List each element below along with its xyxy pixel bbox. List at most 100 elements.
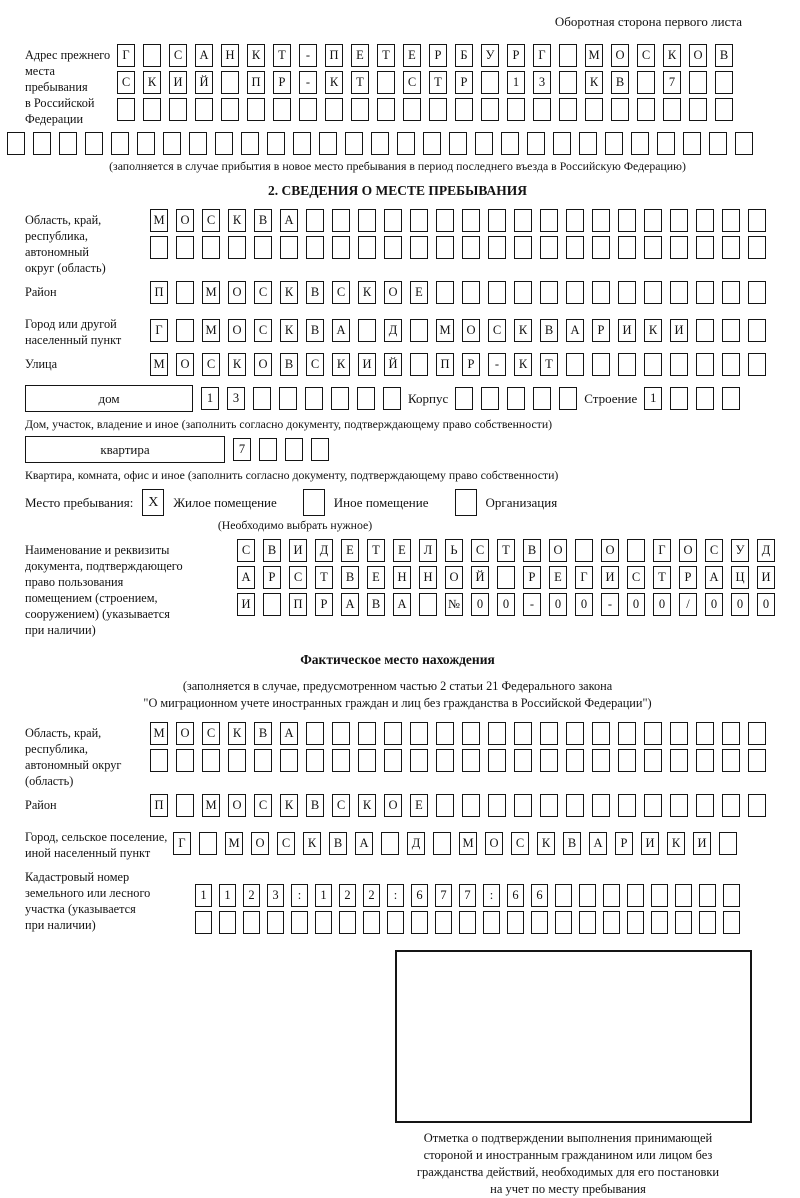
char-cell[interactable]: О — [228, 319, 246, 342]
char-cell[interactable] — [618, 749, 636, 772]
char-cell[interactable] — [748, 319, 766, 342]
house-type-box[interactable]: дом — [25, 385, 193, 412]
char-cell[interactable]: П — [289, 593, 307, 616]
char-cell[interactable] — [514, 281, 532, 304]
char-cell[interactable] — [531, 911, 548, 934]
char-cell[interactable]: Е — [403, 44, 421, 67]
char-cell[interactable]: 0 — [497, 593, 515, 616]
char-cell[interactable]: Е — [549, 566, 567, 589]
char-cell[interactable] — [553, 132, 571, 155]
char-cell[interactable]: М — [459, 832, 477, 855]
char-cell[interactable] — [675, 884, 692, 907]
char-cell[interactable]: А — [280, 209, 298, 232]
char-cell[interactable]: 7 — [663, 71, 681, 94]
char-cell[interactable] — [273, 98, 291, 121]
char-cell[interactable] — [475, 132, 493, 155]
char-cell[interactable]: 2 — [243, 884, 260, 907]
char-cell[interactable]: Е — [410, 794, 428, 817]
char-cell[interactable] — [483, 911, 500, 934]
char-cell[interactable]: К — [280, 794, 298, 817]
char-cell[interactable] — [202, 236, 220, 259]
char-cell[interactable] — [696, 387, 715, 410]
char-cell[interactable] — [195, 98, 213, 121]
char-cell[interactable]: № — [445, 593, 463, 616]
char-cell[interactable] — [33, 132, 51, 155]
char-cell[interactable]: Н — [419, 566, 437, 589]
char-cell[interactable] — [219, 911, 236, 934]
char-cell[interactable]: К — [644, 319, 662, 342]
char-cell[interactable] — [579, 132, 597, 155]
char-cell[interactable]: П — [436, 353, 454, 376]
char-cell[interactable]: В — [306, 794, 324, 817]
char-cell[interactable]: Д — [384, 319, 402, 342]
char-cell[interactable]: А — [566, 319, 584, 342]
char-cell[interactable]: 0 — [549, 593, 567, 616]
char-cell[interactable] — [699, 884, 716, 907]
char-cell[interactable]: 0 — [575, 593, 593, 616]
char-cell[interactable] — [228, 749, 246, 772]
char-cell[interactable]: Р — [263, 566, 281, 589]
char-cell[interactable]: 3 — [533, 71, 551, 94]
char-cell[interactable]: О — [679, 539, 697, 562]
char-cell[interactable]: 0 — [653, 593, 671, 616]
char-cell[interactable] — [254, 749, 272, 772]
char-cell[interactable] — [117, 98, 135, 121]
char-cell[interactable] — [384, 722, 402, 745]
char-cell[interactable] — [358, 749, 376, 772]
char-cell[interactable] — [722, 749, 740, 772]
char-cell[interactable] — [358, 319, 376, 342]
char-cell[interactable] — [488, 236, 506, 259]
char-cell[interactable] — [377, 98, 395, 121]
char-cell[interactable]: К — [228, 722, 246, 745]
checkbox-residential[interactable]: X — [142, 489, 165, 516]
char-cell[interactable]: 0 — [731, 593, 749, 616]
char-cell[interactable]: М — [150, 722, 168, 745]
char-cell[interactable] — [293, 132, 311, 155]
char-cell[interactable]: Т — [377, 44, 395, 67]
char-cell[interactable] — [579, 884, 596, 907]
char-cell[interactable] — [306, 236, 324, 259]
char-cell[interactable]: 7 — [459, 884, 476, 907]
char-cell[interactable]: С — [471, 539, 489, 562]
checkbox-organization[interactable] — [454, 489, 477, 516]
char-cell[interactable]: М — [436, 319, 454, 342]
char-cell[interactable] — [410, 319, 428, 342]
char-cell[interactable]: С — [202, 209, 220, 232]
char-cell[interactable] — [243, 911, 260, 934]
char-cell[interactable] — [285, 438, 303, 461]
char-cell[interactable]: - — [601, 593, 619, 616]
char-cell[interactable] — [585, 98, 603, 121]
char-cell[interactable] — [462, 236, 480, 259]
char-cell[interactable]: И — [618, 319, 636, 342]
char-cell[interactable] — [696, 236, 714, 259]
char-cell[interactable]: К — [247, 44, 265, 67]
char-cell[interactable] — [176, 749, 194, 772]
char-cell[interactable] — [722, 794, 740, 817]
char-cell[interactable] — [670, 749, 688, 772]
char-cell[interactable] — [397, 132, 415, 155]
char-cell[interactable]: С — [332, 281, 350, 304]
char-cell[interactable]: 1 — [315, 884, 332, 907]
char-cell[interactable] — [363, 911, 380, 934]
char-cell[interactable]: Р — [592, 319, 610, 342]
char-cell[interactable]: К — [143, 71, 161, 94]
char-cell[interactable] — [735, 132, 753, 155]
char-cell[interactable]: 1 — [219, 884, 236, 907]
char-cell[interactable] — [651, 911, 668, 934]
char-cell[interactable]: Г — [173, 832, 191, 855]
char-cell[interactable]: О — [549, 539, 567, 562]
char-cell[interactable]: : — [483, 884, 500, 907]
char-cell[interactable]: Г — [653, 539, 671, 562]
char-cell[interactable] — [488, 722, 506, 745]
char-cell[interactable] — [670, 281, 688, 304]
char-cell[interactable]: Р — [507, 44, 525, 67]
char-cell[interactable]: О — [176, 353, 194, 376]
char-cell[interactable] — [514, 236, 532, 259]
char-cell[interactable] — [507, 98, 525, 121]
char-cell[interactable] — [592, 749, 610, 772]
char-cell[interactable]: / — [679, 593, 697, 616]
char-cell[interactable]: В — [263, 539, 281, 562]
char-cell[interactable] — [722, 319, 740, 342]
char-cell[interactable]: 6 — [411, 884, 428, 907]
char-cell[interactable]: В — [306, 281, 324, 304]
